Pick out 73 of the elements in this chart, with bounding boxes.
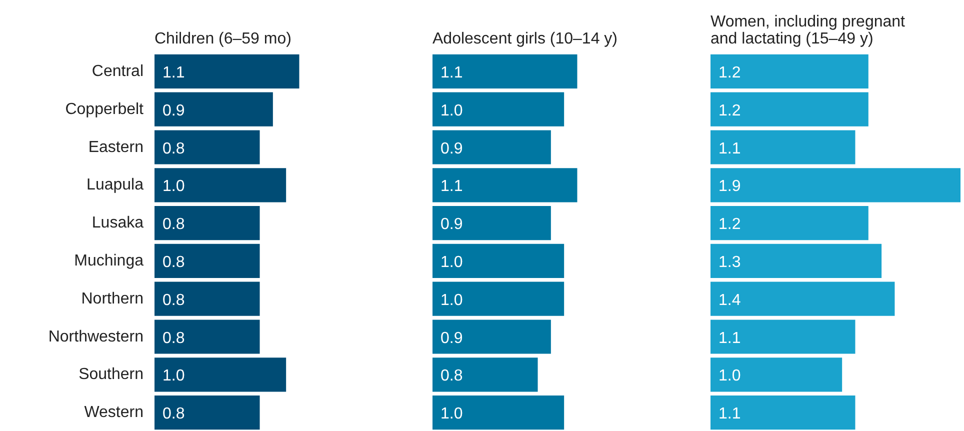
- bar: [154, 244, 260, 278]
- y-tick-label: Central: [92, 62, 144, 80]
- bar: [154, 54, 300, 89]
- bar: [154, 130, 260, 164]
- y-tick-label: Lusaka: [92, 214, 144, 232]
- data-label: 1.2: [718, 64, 741, 82]
- y-tick-label: Copperbelt: [65, 100, 144, 118]
- data-label: 0.9: [440, 216, 463, 234]
- chart-title: Women, including pregnant and lactating (15–49 y): [710, 14, 906, 48]
- bar: [710, 92, 868, 126]
- data-label: 1.1: [162, 64, 185, 82]
- data-label: 1.1: [718, 140, 741, 158]
- data-label: 1.1: [718, 330, 741, 347]
- data-label: 1.0: [440, 406, 463, 423]
- bar: [154, 92, 273, 126]
- bar: [432, 320, 551, 354]
- bar: [710, 282, 895, 316]
- data-label: 0.8: [162, 292, 185, 309]
- chart-title: Children (6–59 mo): [154, 30, 292, 48]
- bar: [432, 358, 538, 392]
- bar: [710, 54, 868, 89]
- data-label: 1.0: [718, 368, 741, 385]
- bar: [710, 130, 856, 164]
- bar: [432, 92, 564, 126]
- data-label: 0.8: [162, 140, 185, 158]
- y-tick-label: Muchinga: [74, 252, 144, 270]
- data-label: 1.9: [718, 178, 741, 196]
- data-label: 0.8: [440, 368, 463, 385]
- bar: [154, 168, 286, 202]
- data-label: 1.4: [718, 292, 741, 309]
- y-tick-label: Southern: [78, 366, 144, 384]
- chart-title: Adolescent girls (10–14 y): [432, 30, 618, 48]
- bar: [710, 395, 856, 430]
- data-label: 1.1: [440, 64, 463, 82]
- bar: [710, 244, 882, 278]
- bar: [710, 358, 842, 392]
- data-label: 1.0: [440, 254, 463, 271]
- data-label: 0.8: [162, 216, 185, 234]
- data-label: 0.9: [440, 140, 463, 158]
- bar: [432, 168, 578, 202]
- bar: [154, 282, 260, 316]
- bar: [710, 320, 856, 354]
- y-tick-label: Eastern: [88, 138, 144, 156]
- bar: [710, 206, 868, 240]
- data-label: 1.1: [718, 406, 741, 423]
- bar: [154, 358, 286, 392]
- bar: [710, 168, 960, 202]
- data-label: 1.1: [440, 178, 463, 196]
- bar: [432, 206, 551, 240]
- data-label: 0.8: [162, 406, 185, 423]
- bar: [154, 206, 260, 240]
- bar: [432, 54, 578, 89]
- bar: [154, 320, 260, 354]
- y-tick-label: Luapula: [86, 176, 144, 194]
- y-tick-label: Northwestern: [48, 328, 144, 346]
- bar: [432, 130, 551, 164]
- data-label: 1.0: [440, 102, 463, 120]
- y-tick-label: Western: [84, 404, 144, 422]
- data-label: 0.9: [162, 102, 185, 120]
- data-label: 0.8: [162, 254, 185, 271]
- data-label: 1.2: [718, 102, 741, 120]
- data-label: 1.3: [718, 254, 741, 271]
- y-tick-label: Northern: [81, 290, 144, 308]
- bar: [154, 395, 260, 430]
- bar: [432, 395, 564, 430]
- data-label: 0.8: [162, 330, 185, 347]
- data-label: 1.0: [440, 292, 463, 309]
- data-label: 1.0: [162, 178, 185, 196]
- data-label: 0.9: [440, 330, 463, 347]
- bar: [432, 282, 564, 316]
- data-label: 1.0: [162, 368, 185, 385]
- data-label: 1.2: [718, 216, 741, 234]
- bar: [432, 244, 564, 278]
